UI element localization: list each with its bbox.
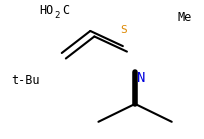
Text: C: C [61,4,69,17]
Text: 2: 2 [54,11,60,20]
Text: S: S [120,25,126,35]
Text: N: N [136,71,145,85]
Text: t-Bu: t-Bu [11,74,39,87]
Text: HO: HO [39,4,53,17]
Text: Me: Me [177,11,191,24]
